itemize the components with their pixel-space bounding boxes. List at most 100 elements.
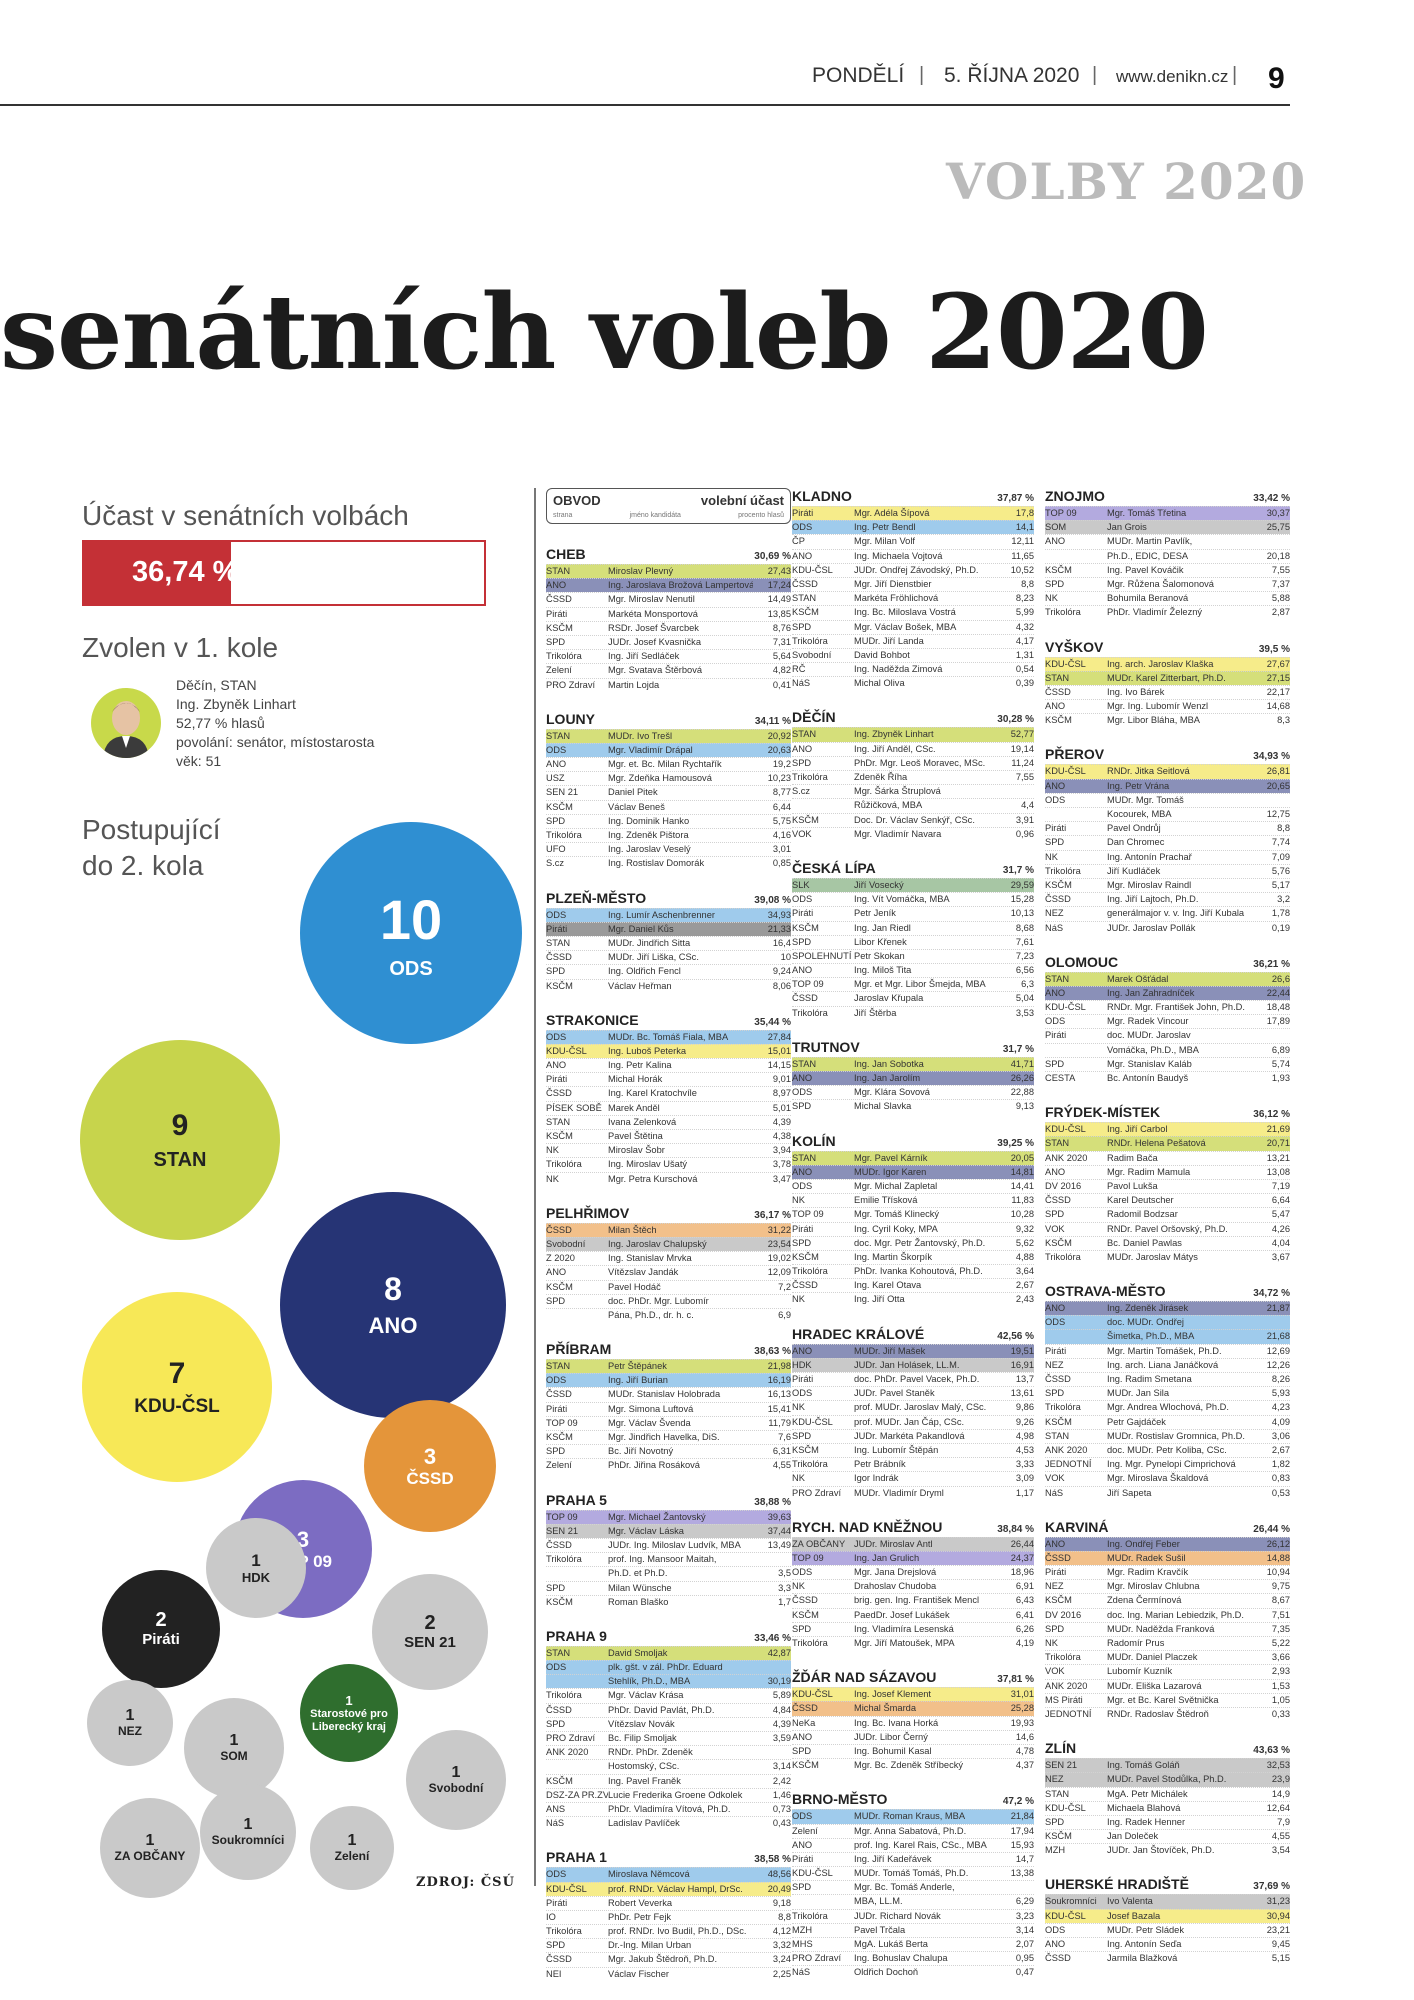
party-cell: SPOLEHNUTÍ xyxy=(792,950,852,961)
district-turnout: 39,5 % xyxy=(1258,643,1290,655)
party-cell: Piráti xyxy=(792,908,814,919)
party-cell: NK xyxy=(1045,1638,1058,1648)
table-row: NáS JUDr. Jaroslav Pollák 0,19 xyxy=(1045,920,1290,935)
candidate-cell: Jarmila Blažková xyxy=(1107,1953,1178,1964)
header-website-link[interactable]: www.denikn.cz xyxy=(1116,67,1229,86)
party-cell: ODS xyxy=(792,1087,813,1098)
candidate-cell: Mgr. Jiří Dienstbier xyxy=(854,578,932,589)
candidate-cell: Ing. Bc. Ivana Horká xyxy=(854,1717,939,1728)
percent-cell: 9,45 xyxy=(1271,1939,1290,1949)
district-block: STRAKONICE 35,44 % ODS MUDr. Bc. Tomáš Fial… xyxy=(546,1012,791,1186)
table-row: SPD Bc. Jiří Novotný 6,31 xyxy=(546,1444,791,1458)
bubble-party: ZA OBČANY xyxy=(114,1849,186,1864)
percent-cell: 20,63 xyxy=(767,744,791,755)
candidate-cell: Vomáčka, Ph.D., MBA xyxy=(1107,1044,1199,1055)
party-cell: ANK 2020 xyxy=(1045,1152,1088,1163)
party-cell: NK xyxy=(1045,851,1058,862)
party-cell: NEZ xyxy=(1045,1774,1064,1785)
percent-cell: 3,32 xyxy=(772,1940,791,1951)
party-bubble: 2 SEN 21 xyxy=(372,1574,488,1690)
party-cell: KDU-ČSL xyxy=(1045,1802,1086,1813)
party-cell: ČSSD xyxy=(546,594,572,605)
party-cell: ANO xyxy=(1045,1538,1066,1549)
party-cell: ČSSD xyxy=(792,1595,818,1606)
page-number: 9 xyxy=(1268,62,1285,95)
party-cell: NeKa xyxy=(792,1717,816,1728)
percent-cell: 2,87 xyxy=(1271,607,1290,618)
district-name: STRAKONICE xyxy=(546,1011,639,1028)
percent-cell: 2,25 xyxy=(772,1968,791,1979)
candidate-cell: Mgr. Adéla Šípová xyxy=(854,508,930,518)
party-cell: MS Piráti xyxy=(1045,1694,1083,1705)
party-cell: ODS xyxy=(1045,1317,1066,1328)
party-cell: SPD xyxy=(1045,1388,1065,1399)
percent-cell: 37,44 xyxy=(767,1525,791,1536)
party-cell: ČSSD xyxy=(1045,1195,1071,1206)
percent-cell: 4,16 xyxy=(772,830,791,840)
party-cell: SPD xyxy=(1045,837,1065,848)
table-row: VOK Mgr. Vladimír Navara 0,96 xyxy=(792,826,1034,841)
table-row: Trikolóra Jiří Štěrba 3,53 xyxy=(792,1005,1034,1020)
candidate-cell: MgA. Lukáš Berta xyxy=(854,1939,928,1949)
party-cell: Piráti xyxy=(792,1853,814,1864)
bubble-count: 1 xyxy=(229,1732,239,1750)
percent-cell: 31,01 xyxy=(1010,1689,1034,1700)
percent-cell: 16,4 xyxy=(772,937,791,948)
percent-cell: 11,65 xyxy=(1011,550,1034,561)
candidate-cell: Ing. Jan Zahradníček xyxy=(1107,987,1195,998)
district-name: ŽĎÁR NAD SÁZAVOU xyxy=(792,1669,937,1686)
candidate-cell: Ing. Jiří Anděl, CSc. xyxy=(854,743,936,754)
table-row: MHS MgA. Lukáš Berta 2,07 xyxy=(792,1937,1034,1951)
party-cell: ANK 2020 xyxy=(546,1747,589,1758)
candidate-cell: doc. PhDr. Mgr. Lubomír xyxy=(608,1295,709,1306)
party-cell: KSČM xyxy=(546,980,573,991)
party-cell: NáS xyxy=(792,678,811,689)
percent-cell: 4,17 xyxy=(1015,635,1034,646)
candidate-cell: Mgr. Bc. Zdeněk Stříbecký xyxy=(854,1760,964,1771)
candidate-cell: MUDr. Ivo Trešl xyxy=(608,730,673,741)
percent-cell: 4,37 xyxy=(1015,1760,1034,1771)
table-row: SPD Mgr. Stanislav Kaláb 5,74 xyxy=(1045,1056,1290,1071)
elected-name: Ing. Zbyněk Linhart xyxy=(176,696,296,712)
party-cell: VOK xyxy=(1045,1223,1065,1234)
candidate-cell: Michal Oliva xyxy=(854,678,905,689)
district-name: UHERSKÉ HRADIŠTĚ xyxy=(1045,1876,1189,1893)
candidate-cell: Pavel Hodáč xyxy=(608,1281,661,1292)
candidate-cell: Jiří Kudláček xyxy=(1107,865,1161,876)
table-row: Piráti Mgr. Simona Luftová 15,41 xyxy=(546,1401,791,1416)
candidate-cell: Mgr. et. Bc. Milan Rychtařík xyxy=(608,759,722,770)
party-cell: ČSSD xyxy=(1045,894,1071,905)
party-cell: ČSSD xyxy=(1045,686,1071,697)
percent-cell xyxy=(1252,1316,1290,1329)
party-cell: NáS xyxy=(1045,1487,1064,1498)
table-row: ČSSD MUDr. Jiří Liška, CSc. 10 xyxy=(546,950,791,964)
table-row: SPD Ing. Vladimíra Lesenská 6,26 xyxy=(792,1621,1034,1636)
table-row: KDU-ČSL Ing. Jiří Carbol 21,69 xyxy=(1045,1122,1290,1137)
party-cell: ANO xyxy=(792,743,813,754)
party-cell: KDU-ČSL xyxy=(792,1416,833,1427)
bubble-count: 1 xyxy=(451,1764,461,1782)
percent-cell: 1,82 xyxy=(1271,1459,1290,1470)
candidate-cell: doc. MUDr. Petr Koliba, CSc. xyxy=(1107,1444,1227,1455)
candidate-cell: Mgr. et Bc. Karel Světnička xyxy=(1107,1694,1219,1705)
district-name: RYCH. NAD KNĚŽNOU xyxy=(792,1518,943,1535)
percent-cell: 26,81 xyxy=(1266,766,1290,777)
elected-candidate-info: Děčín, STAN Ing. Zbyněk Linhart 52,77 % … xyxy=(176,676,374,771)
percent-cell: 5,22 xyxy=(1271,1638,1290,1648)
table-row: ODS Mgr. Michal Zapletal 14,41 xyxy=(792,1178,1034,1193)
table-row: Trikolóra Mgr. Andrea Wlochová, Ph.D. 4,23 xyxy=(1045,1400,1290,1414)
candidate-cell: Ing. Antonín Prachař xyxy=(1107,851,1192,862)
percent-cell: 14,7 xyxy=(1015,1853,1034,1864)
candidate-cell: JUDr. Jan Holásek, LL.M. xyxy=(854,1359,960,1370)
candidate-cell: PhDr. Mgr. Leoš Moravec, MSc. xyxy=(854,757,986,768)
district-turnout: 36,12 % xyxy=(1253,1109,1290,1121)
table-row: PRO Zdraví Bc. Filip Smoljak 3,59 xyxy=(546,1731,791,1745)
candidate-cell: Ing. Naděžda Zimová xyxy=(854,664,943,675)
candidate-cell: JUDr. Ing. Miloslav Ludvík, MBA xyxy=(608,1539,741,1550)
table-row: SOM Jan Grois 25,75 xyxy=(1045,520,1290,535)
table-row: NEZ MUDr. Pavel Stodůlka, Ph.D. 23,9 xyxy=(1045,1772,1290,1787)
table-row: Zelení Mgr. Svatava Štěrbová 4,82 xyxy=(546,663,791,677)
party-cell: NáS xyxy=(546,1818,565,1829)
table-row: ČSSD Ing. Karel Otava 2,67 xyxy=(792,1278,1034,1292)
party-cell xyxy=(1045,1330,1107,1343)
